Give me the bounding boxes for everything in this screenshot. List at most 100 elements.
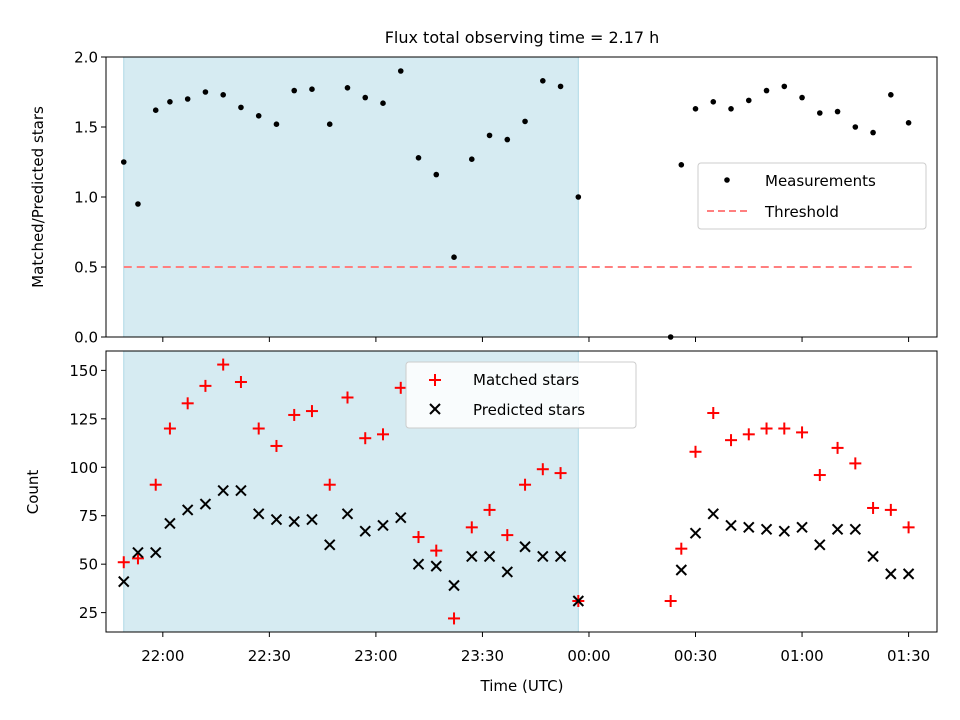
predicted-stars-point (902, 568, 915, 580)
x-tick-label: 01:30 (887, 647, 930, 665)
matched-stars-point (149, 478, 162, 491)
measurements-point (397, 68, 404, 74)
matched-stars-point (430, 544, 443, 557)
predicted-stars-point (377, 519, 389, 532)
matched-stars-point (252, 422, 265, 435)
measurements-point (692, 106, 699, 112)
chart-title: Flux total observing time = 2.17 h (385, 28, 660, 47)
matched-stars-point (199, 379, 212, 392)
y-tick-label: 2.0 (74, 49, 98, 67)
matched-stars-point (288, 408, 301, 421)
measurements-point (220, 92, 226, 98)
count-axis-ticks: 25 50 75 100 125 150 22:00 22:30 23:00 23:30 00:00… (69, 362, 930, 665)
matched-stars-point (725, 434, 738, 447)
predicted-stars-point (743, 521, 755, 534)
predicted-stars-point (164, 517, 176, 530)
y-tick-label: 0.5 (74, 259, 98, 277)
predicted-stars-point (554, 550, 567, 563)
ratio-legend-box (697, 162, 927, 230)
matched-stars-point (217, 358, 230, 371)
measurements-point (486, 132, 493, 139)
ratio-panel: 0.00.51.01.52.0 Matched/Predicted stars … (29, 49, 938, 347)
predicted-stars-point (814, 539, 826, 551)
predicted-stars-point (885, 568, 897, 580)
legend-measurements-marker (724, 177, 730, 183)
y-tick-label: 100 (69, 459, 98, 477)
legend-measurements-label: Measurements (765, 172, 876, 190)
measurements-point (309, 86, 315, 92)
y-tick-label: 25 (79, 604, 98, 622)
y-tick-label: 75 (79, 507, 98, 525)
predicted-stars-point (412, 558, 425, 570)
matched-stars-point (341, 391, 354, 404)
predicted-stars-point (689, 527, 702, 539)
matched-stars-point (902, 521, 915, 534)
matched-stars-point (394, 381, 407, 394)
measurements-point (540, 78, 546, 84)
x-tick-label: 23:00 (354, 647, 397, 665)
measurements-point (504, 136, 511, 143)
matched-stars-point (796, 426, 809, 439)
measurements-point (468, 156, 475, 162)
count-panel: 25 50 75 100 125 150 22:00 22:30 23:00 23:30 00:00… (24, 350, 938, 695)
count-plot-frame (105, 350, 938, 633)
matched-stars-point (181, 397, 194, 410)
count-legend-box (405, 361, 637, 429)
measurements-point (255, 113, 262, 119)
legend-matched-label: Matched stars (473, 371, 579, 389)
matched-stars-point (849, 457, 862, 470)
measurements-point (781, 83, 788, 90)
matched-stars-point (412, 531, 425, 544)
predicted-stars-point (675, 564, 688, 576)
predicted-stars-point (725, 519, 737, 532)
measurements-point (852, 124, 859, 130)
matched-stars-point (675, 542, 688, 555)
matched-stars-point (884, 503, 897, 516)
predicted-stars-point (324, 539, 336, 551)
x-tick-label: 22:30 (248, 647, 291, 665)
y-tick-label: 150 (69, 362, 98, 380)
predicted-stars-point (448, 579, 460, 592)
y-tick-label: 1.5 (74, 119, 98, 137)
predicted-stars-point (217, 484, 229, 497)
matched-stars-point (536, 463, 549, 476)
matched-stars-point (163, 422, 176, 435)
predicted-stars-point (707, 508, 719, 520)
measurements-point (817, 110, 823, 116)
predicted-stars-point (252, 508, 265, 520)
x-tick-label: 23:30 (461, 647, 504, 665)
matched-stars-point (117, 556, 130, 569)
matched-stars-point (554, 467, 567, 480)
legend-threshold-label: Threshold (764, 203, 839, 221)
measurements-point (380, 100, 386, 106)
x-tick-label: 01:00 (780, 647, 823, 665)
measurements-point (763, 87, 770, 94)
matched-stars-point (483, 503, 496, 516)
x-axis-label: Time (UTC) (480, 677, 564, 695)
measurements-point (415, 155, 422, 161)
measurements-point (870, 129, 876, 136)
predicted-stars-point (181, 504, 194, 516)
predicted-stars-point (150, 546, 162, 559)
ratio-y-axis-label: Matched/Predicted stars (29, 106, 47, 288)
matched-stars-point (519, 478, 532, 491)
predicted-stars-point (118, 575, 130, 588)
predicted-stars-point (306, 513, 318, 526)
measurements-point (326, 121, 333, 127)
ratio-legend: Measurements Threshold (697, 162, 927, 230)
matched-stars-point (760, 422, 773, 435)
legend-matched-marker (429, 374, 441, 386)
predicted-stars-point (831, 523, 844, 535)
measurements-point (344, 85, 351, 91)
measurements-point (184, 96, 191, 102)
measurements-point (433, 171, 440, 178)
y-tick-label: 0.0 (74, 329, 98, 347)
matched-stars-point (867, 501, 880, 514)
predicted-stars-point (395, 511, 407, 524)
measurements-point (291, 87, 298, 94)
matched-stars-point (270, 439, 283, 452)
measurements-point (834, 108, 841, 115)
measurements-point (135, 201, 141, 207)
predicted-stars-point (341, 508, 354, 520)
matched-stars-point (377, 428, 389, 441)
